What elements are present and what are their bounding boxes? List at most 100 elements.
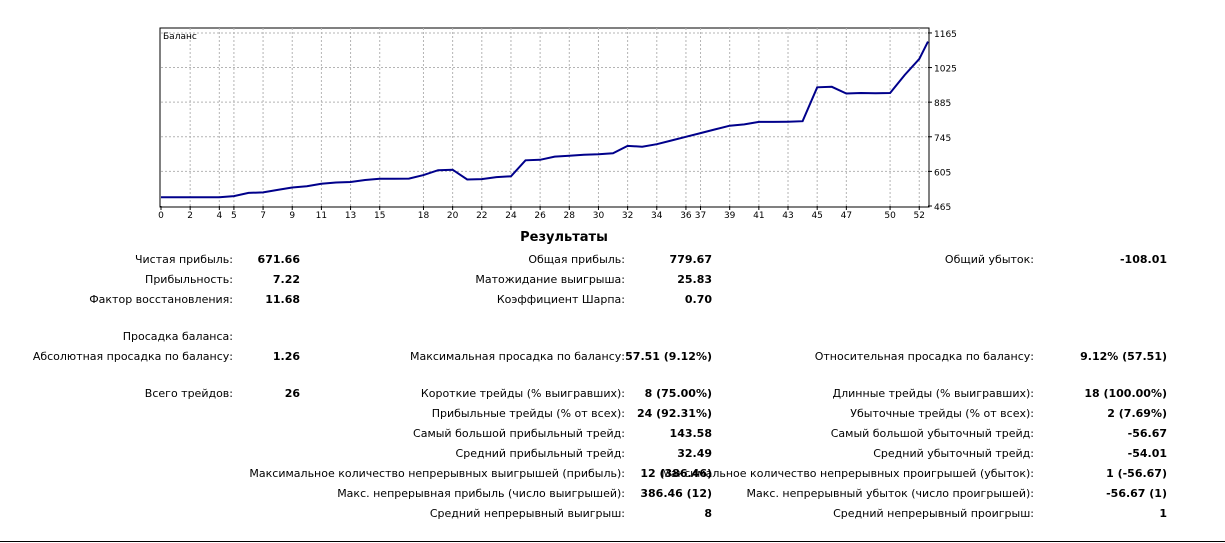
x-tick-label: 22: [476, 211, 487, 221]
loss-trades-value: 2 (7.69%): [1107, 407, 1167, 420]
results-row-11: Макс. непрерывная прибыль (число выигрыш…: [0, 487, 1225, 505]
total-trades-value: 26: [284, 387, 300, 400]
x-tick-label: 47: [841, 211, 852, 221]
gross-profit-value: 779.67: [669, 253, 712, 266]
results-row-6: Всего трейдов: 26 Короткие трейды (% выи…: [0, 387, 1225, 405]
results-row-12: Средний непрерывный выигрыш: 8 Средний н…: [0, 507, 1225, 525]
sharpe-value: 0.70: [684, 293, 712, 306]
x-tick-label: 9: [289, 211, 295, 221]
x-tick-label: 2: [187, 211, 193, 221]
avg-consec-losses-value: 1: [1159, 507, 1167, 520]
gross-loss-value: -108.01: [1119, 253, 1167, 266]
x-tick-label: 34: [651, 211, 663, 221]
largest-profit-value: 143.58: [669, 427, 712, 440]
results-row-5: Абсолютная просадка по балансу: 1.26 Мак…: [0, 350, 1225, 368]
results-row-3: Фактор восстановления: 11.68 Коэффициент…: [0, 293, 1225, 311]
y-tick-label: 465: [934, 203, 951, 213]
short-trades-value: 8 (75.00%): [644, 387, 712, 400]
x-tick-label: 39: [724, 211, 736, 221]
largest-loss-label: Самый большой убыточный трейд:: [830, 427, 1034, 440]
avg-profit-value: 32.49: [677, 447, 712, 460]
x-tick-label: 15: [374, 211, 385, 221]
x-tick-label: 11: [316, 211, 327, 221]
y-tick-label: 605: [934, 168, 951, 178]
abs-drawdown-value: 1.26: [272, 350, 300, 363]
max-consec-profit-value: 386.46 (12): [640, 487, 712, 500]
long-trades-value: 18 (100.00%): [1084, 387, 1167, 400]
avg-profit-label: Средний прибыльный трейд:: [455, 447, 625, 460]
max-drawdown-value: 57.51 (9.12%): [625, 350, 712, 363]
grid: [161, 28, 928, 206]
max-consec-losses-label: Максимальное количество непрерывных прои…: [661, 467, 1034, 480]
max-consec-loss-label: Макс. непрерывный убыток (число проигрыш…: [746, 487, 1034, 500]
total-trades-label: Всего трейдов:: [144, 387, 233, 400]
net-profit-label: Чистая прибыль:: [134, 253, 233, 266]
max-drawdown-label: Максимальная просадка по балансу:: [409, 350, 625, 363]
x-tick-label: 52: [914, 211, 925, 221]
recovery-factor-value: 11.68: [265, 293, 300, 306]
y-axis: 465 605 745 885 1025 1165: [928, 30, 957, 213]
x-axis: 0 2 4 5 7 9 11 13 15 18 20 22 24 26 28 30 32 34 36 37 39 41 43…: [158, 206, 925, 221]
abs-drawdown-label: Абсолютная просадка по балансу:: [32, 350, 233, 363]
short-trades-label: Короткие трейды (% выигравших):: [420, 387, 625, 400]
expected-payoff-value: 25.83: [677, 273, 712, 286]
results-row-4: Просадка баланса:: [0, 330, 1225, 348]
largest-profit-label: Самый большой прибыльный трейд:: [413, 427, 625, 440]
results-row-2: Прибыльность: 7.22 Матожидание выигрыша:…: [0, 273, 1225, 291]
bottom-divider: [0, 541, 1225, 542]
profit-trades-label: Прибыльные трейды (% от всех):: [431, 407, 625, 420]
results-row-7: Прибыльные трейды (% от всех): 24 (92.31…: [0, 407, 1225, 425]
rel-drawdown-label: Относительная просадка по балансу:: [814, 350, 1034, 363]
sharpe-label: Коэффициент Шарпа:: [496, 293, 625, 306]
balance-chart: 0 2 4 5 7 9 11 13 15 18 20 22 24 26 28 30 32 34 36 37 39 41 43…: [158, 27, 957, 221]
x-tick-label: 30: [593, 211, 605, 221]
avg-loss-value: -54.01: [1127, 447, 1167, 460]
x-tick-label: 45: [811, 211, 822, 221]
x-tick-label: 32: [622, 211, 633, 221]
profit-trades-value: 24 (92.31%): [636, 407, 712, 420]
gross-profit-label: Общая прибыль:: [528, 253, 625, 266]
net-profit-value: 671.66: [257, 253, 300, 266]
y-tick-label: 1025: [934, 65, 957, 75]
avg-consec-wins-value: 8: [704, 507, 712, 520]
max-consec-profit-label: Макс. непрерывная прибыль (число выигрыш…: [337, 487, 625, 500]
results-row-8: Самый большой прибыльный трейд: 143.58 С…: [0, 427, 1225, 445]
x-tick-label: 0: [158, 211, 164, 221]
plot-area: [159, 27, 930, 208]
recovery-factor-label: Фактор восстановления:: [89, 293, 233, 306]
x-tick-label: 18: [418, 211, 430, 221]
chart-title: Баланс: [163, 32, 197, 42]
x-tick-label: 37: [695, 211, 706, 221]
x-tick-label: 41: [753, 211, 764, 221]
gross-loss-label: Общий убыток:: [944, 253, 1034, 266]
x-tick-label: 7: [260, 211, 266, 221]
results-title: Результаты: [520, 230, 608, 245]
x-tick-label: 36: [680, 211, 692, 221]
avg-loss-label: Средний убыточный трейд:: [873, 447, 1034, 460]
y-tick-label: 745: [934, 134, 951, 144]
balance-drawdown-label: Просадка баланса:: [122, 330, 233, 343]
y-tick-label: 885: [934, 99, 951, 109]
results-row-1: Чистая прибыль: 671.66 Общая прибыль: 77…: [0, 253, 1225, 271]
max-consec-wins-label: Максимальное количество непрерывных выиг…: [249, 467, 625, 480]
max-consec-loss-value: -56.67 (1): [1106, 487, 1167, 500]
x-tick-label: 24: [505, 211, 517, 221]
x-tick-label: 5: [231, 211, 237, 221]
avg-consec-wins-label: Средний непрерывный выигрыш:: [429, 507, 625, 520]
x-tick-label: 4: [216, 211, 222, 221]
max-consec-wins-value: 12 (386.46): [640, 467, 712, 480]
x-tick-label: 28: [564, 211, 576, 221]
x-tick-label: 13: [345, 211, 356, 221]
results-row-10: Максимальное количество непрерывных выиг…: [0, 467, 1225, 485]
loss-trades-label: Убыточные трейды (% от всех):: [850, 407, 1034, 420]
x-tick-label: 26: [534, 211, 546, 221]
series-line-balance: [161, 41, 929, 199]
largest-loss-value: -56.67: [1127, 427, 1167, 440]
x-tick-label: 43: [782, 211, 793, 221]
profit-factor-value: 7.22: [272, 273, 300, 286]
rel-drawdown-value: 9.12% (57.51): [1080, 350, 1167, 363]
max-consec-losses-value: 1 (-56.67): [1106, 467, 1167, 480]
x-tick-label: 20: [447, 211, 459, 221]
results-row-9: Средний прибыльный трейд: 32.49 Средний …: [0, 447, 1225, 465]
profit-factor-label: Прибыльность:: [145, 273, 233, 286]
